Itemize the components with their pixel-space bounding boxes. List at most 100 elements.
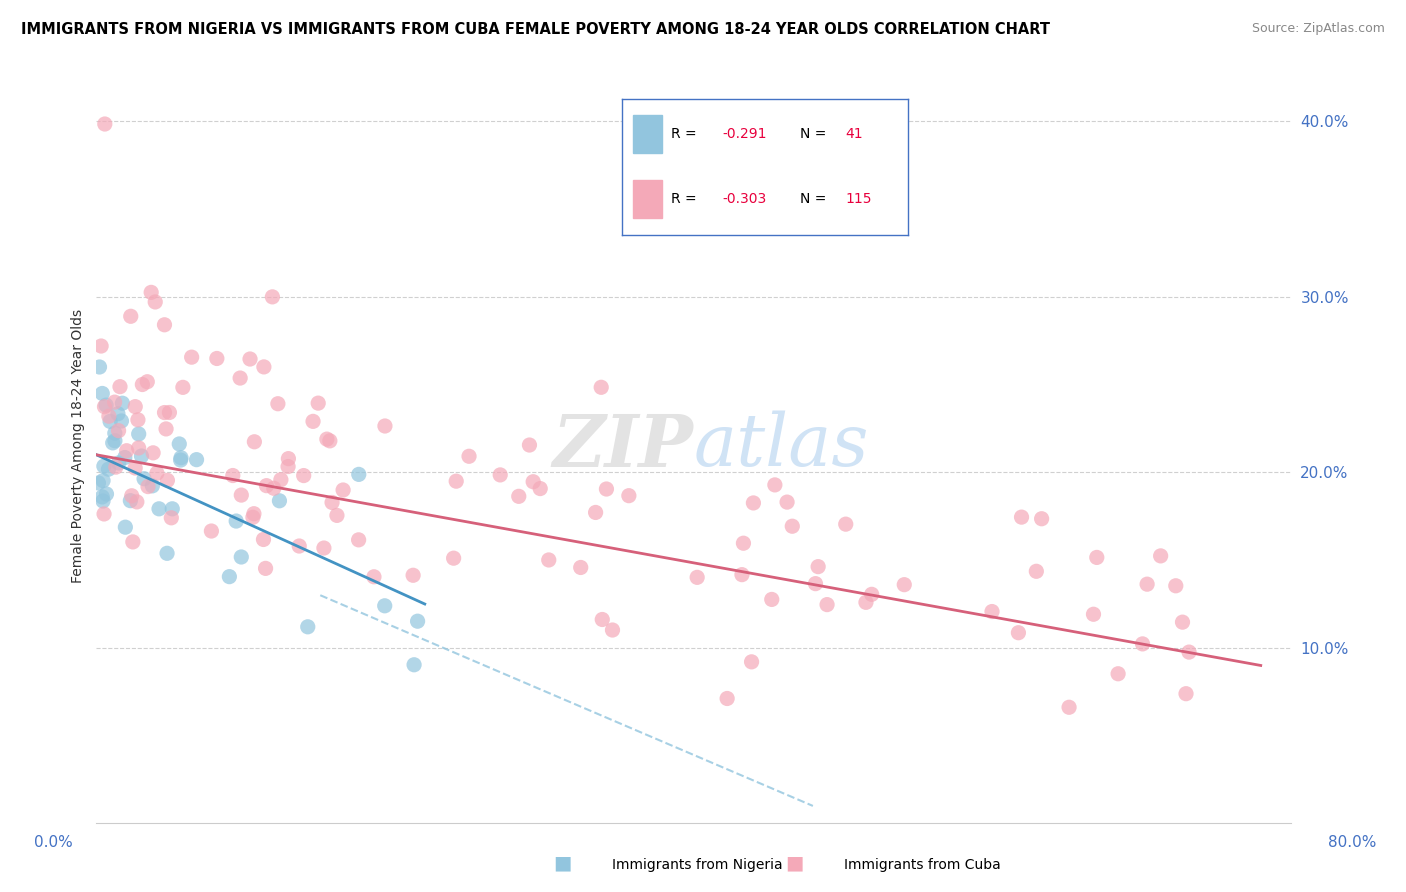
Point	[156, 546, 179, 560]
Point	[97, 409, 120, 424]
Point	[569, 560, 592, 574]
Point	[124, 400, 146, 414]
Point	[186, 452, 208, 467]
Point	[292, 468, 315, 483]
Point	[807, 559, 830, 574]
Point	[107, 407, 129, 421]
Point	[1136, 577, 1159, 591]
Point	[128, 427, 150, 442]
Point	[93, 400, 115, 414]
Point	[153, 406, 176, 420]
Point	[156, 474, 179, 488]
Point	[716, 691, 738, 706]
Point	[132, 472, 155, 486]
Text: Immigrants from Cuba: Immigrants from Cuba	[844, 858, 1000, 872]
Point	[104, 434, 127, 448]
Point	[172, 380, 194, 394]
Point	[231, 488, 253, 502]
Point	[205, 351, 228, 366]
Point	[489, 467, 512, 482]
Point	[347, 533, 370, 547]
Point	[146, 466, 169, 480]
Point	[96, 487, 118, 501]
Point	[170, 450, 193, 465]
Point	[91, 490, 114, 504]
Point	[519, 438, 541, 452]
Point	[591, 380, 613, 394]
Point	[114, 450, 136, 465]
Point	[121, 489, 143, 503]
Point	[591, 612, 613, 626]
Point	[243, 507, 266, 521]
Point	[256, 478, 278, 492]
Point	[94, 117, 117, 131]
Point	[169, 453, 191, 467]
Point	[855, 595, 877, 609]
Point	[153, 318, 176, 332]
Text: IMMIGRANTS FROM NIGERIA VS IMMIGRANTS FROM CUBA FEMALE POVERTY AMONG 18-24 YEAR : IMMIGRANTS FROM NIGERIA VS IMMIGRANTS FR…	[21, 22, 1050, 37]
Text: ZIP: ZIP	[553, 410, 693, 482]
Point	[128, 441, 150, 455]
Point	[225, 514, 247, 528]
Point	[270, 473, 292, 487]
Point	[537, 553, 560, 567]
Point	[374, 599, 396, 613]
Point	[277, 459, 299, 474]
Point	[1164, 579, 1187, 593]
Point	[893, 577, 915, 591]
Point	[776, 495, 799, 509]
Point	[444, 474, 467, 488]
Point	[312, 541, 335, 555]
Point	[363, 570, 385, 584]
Point	[104, 460, 127, 475]
Point	[243, 434, 266, 449]
Point	[104, 395, 127, 409]
Point	[319, 434, 342, 448]
Point	[307, 396, 329, 410]
Point	[1083, 607, 1105, 622]
Point	[780, 519, 803, 533]
Point	[835, 517, 858, 532]
Point	[443, 551, 465, 566]
Y-axis label: Female Poverty Among 18-24 Year Olds: Female Poverty Among 18-24 Year Olds	[72, 309, 86, 583]
Point	[406, 614, 429, 628]
Point	[1011, 510, 1033, 524]
Point	[269, 493, 291, 508]
Point	[94, 398, 117, 412]
Text: ■: ■	[553, 854, 572, 872]
Point	[302, 414, 325, 428]
Point	[1107, 666, 1129, 681]
Point	[97, 462, 120, 476]
Point	[242, 510, 264, 524]
Point	[402, 568, 425, 582]
Point	[136, 479, 159, 493]
Point	[91, 494, 114, 508]
Point	[1149, 549, 1171, 563]
Text: 80.0%: 80.0%	[1329, 836, 1376, 850]
Point	[108, 379, 131, 393]
Point	[1175, 687, 1198, 701]
Point	[1085, 550, 1108, 565]
Point	[91, 386, 114, 401]
Point	[239, 351, 262, 366]
Point	[253, 359, 276, 374]
Point	[231, 549, 253, 564]
Point	[120, 310, 142, 324]
Point	[148, 501, 170, 516]
Point	[125, 495, 148, 509]
Point	[107, 424, 129, 438]
Point	[326, 508, 349, 523]
Point	[162, 501, 184, 516]
Point	[529, 482, 551, 496]
Point	[1025, 564, 1047, 578]
Point	[252, 533, 274, 547]
Point	[218, 569, 240, 583]
Point	[1178, 645, 1201, 659]
Point	[1007, 625, 1029, 640]
Point	[254, 561, 277, 575]
Point	[263, 481, 285, 495]
Point	[686, 570, 709, 584]
Point	[124, 461, 146, 475]
Point	[741, 655, 763, 669]
Point	[101, 435, 124, 450]
